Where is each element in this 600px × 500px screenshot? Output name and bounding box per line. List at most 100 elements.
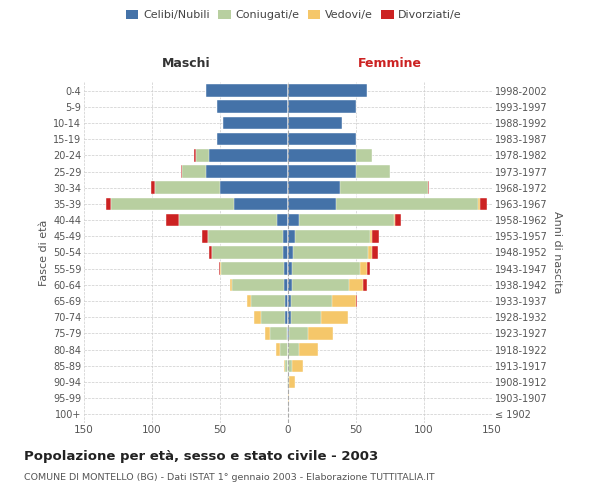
Bar <box>288 327 333 340</box>
Bar <box>288 182 430 194</box>
Bar <box>223 116 288 130</box>
Bar <box>247 295 288 308</box>
Bar <box>181 165 288 178</box>
Bar <box>284 360 288 372</box>
Bar <box>221 262 288 275</box>
Bar <box>179 214 288 226</box>
Bar <box>287 376 288 388</box>
Bar <box>206 84 288 97</box>
Bar <box>288 311 291 324</box>
Text: Maschi: Maschi <box>161 57 211 70</box>
Bar <box>288 295 332 308</box>
Bar <box>288 149 356 162</box>
Bar <box>230 278 288 291</box>
Bar <box>230 278 288 291</box>
Text: Femmine: Femmine <box>358 57 422 70</box>
Bar <box>288 100 356 113</box>
Bar <box>288 182 428 194</box>
Bar <box>194 149 288 162</box>
Bar <box>208 230 288 242</box>
Bar <box>283 230 288 242</box>
Bar <box>223 116 288 130</box>
Bar <box>288 133 356 145</box>
Bar <box>288 262 367 275</box>
Bar <box>288 376 295 388</box>
Bar <box>288 278 349 291</box>
Bar <box>206 84 288 97</box>
Bar <box>111 198 288 210</box>
Bar <box>288 327 333 340</box>
Bar <box>288 262 370 275</box>
Bar <box>155 182 288 194</box>
Bar <box>209 246 288 259</box>
Legend: Celibi/Nubili, Coniugati/e, Vedovi/e, Divorziati/e: Celibi/Nubili, Coniugati/e, Vedovi/e, Di… <box>122 6 466 25</box>
Bar <box>217 133 288 145</box>
Bar <box>209 149 288 162</box>
Bar <box>223 116 288 130</box>
Bar <box>196 149 288 162</box>
Bar <box>288 230 295 242</box>
Bar <box>288 262 360 275</box>
Text: Popolazione per età, sesso e stato civile - 2003: Popolazione per età, sesso e stato civil… <box>24 450 378 463</box>
Bar <box>288 149 373 162</box>
Bar <box>288 84 367 97</box>
Bar <box>288 230 373 242</box>
Bar <box>288 198 487 210</box>
Bar <box>288 278 292 291</box>
Bar <box>288 198 478 210</box>
Bar <box>288 360 303 372</box>
Y-axis label: Fasce di età: Fasce di età <box>38 220 49 286</box>
Bar <box>288 165 390 178</box>
Bar <box>220 182 288 194</box>
Bar <box>288 149 373 162</box>
Bar <box>288 198 335 210</box>
Bar <box>288 392 289 404</box>
Bar <box>261 311 288 324</box>
Bar <box>288 376 289 388</box>
Bar <box>284 360 288 372</box>
Bar <box>271 327 288 340</box>
Bar <box>151 182 288 194</box>
Bar <box>288 214 394 226</box>
Bar <box>288 246 293 259</box>
Bar <box>217 100 288 113</box>
Bar <box>284 278 288 291</box>
Bar <box>288 311 348 324</box>
Bar <box>155 182 288 194</box>
Bar <box>212 246 288 259</box>
Bar <box>288 133 356 145</box>
Bar <box>217 133 288 145</box>
Bar <box>232 278 288 291</box>
Bar <box>288 165 390 178</box>
Bar <box>288 84 367 97</box>
Bar <box>280 344 288 356</box>
Bar <box>220 262 288 275</box>
Bar <box>202 230 288 242</box>
Bar <box>212 246 288 259</box>
Bar <box>288 165 390 178</box>
Bar <box>288 214 395 226</box>
Bar <box>288 376 295 388</box>
Bar <box>283 246 288 259</box>
Bar <box>251 295 288 308</box>
Bar <box>288 116 343 130</box>
Bar <box>288 344 299 356</box>
Bar <box>288 295 291 308</box>
Bar <box>288 360 292 372</box>
Bar <box>288 311 320 324</box>
Bar <box>254 311 288 324</box>
Bar <box>288 230 379 242</box>
Bar <box>276 344 288 356</box>
Bar <box>277 214 288 226</box>
Bar <box>288 246 368 259</box>
Bar <box>247 295 288 308</box>
Bar <box>217 100 288 113</box>
Bar <box>288 278 363 291</box>
Bar <box>288 246 373 259</box>
Bar <box>287 376 288 388</box>
Bar <box>285 311 288 324</box>
Bar <box>217 100 288 113</box>
Bar <box>288 84 367 97</box>
Bar <box>288 116 343 130</box>
Bar <box>288 116 343 130</box>
